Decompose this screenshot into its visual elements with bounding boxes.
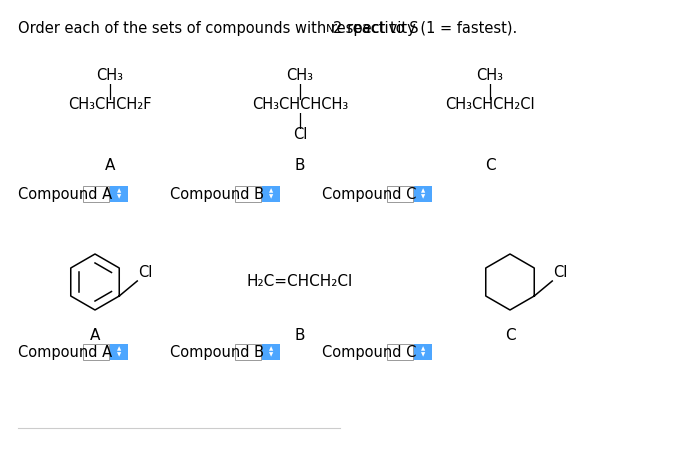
Text: B: B: [295, 158, 305, 173]
Text: ▼: ▼: [117, 352, 121, 357]
Text: |: |: [298, 84, 302, 100]
Text: C: C: [485, 158, 495, 173]
Text: Compound C: Compound C: [322, 186, 417, 201]
Text: Compound B: Compound B: [170, 344, 264, 359]
Text: Compound B: Compound B: [170, 186, 264, 201]
FancyBboxPatch shape: [387, 344, 413, 360]
FancyBboxPatch shape: [110, 344, 128, 360]
Text: H₂C=CHCH₂Cl: H₂C=CHCH₂Cl: [247, 274, 353, 289]
Text: Cl: Cl: [138, 265, 153, 280]
FancyBboxPatch shape: [83, 344, 109, 360]
Text: Compound A: Compound A: [18, 344, 112, 359]
FancyBboxPatch shape: [235, 344, 261, 360]
Text: 2 reactivity (1 = fastest).: 2 reactivity (1 = fastest).: [333, 21, 517, 35]
Text: ▼: ▼: [421, 352, 425, 357]
Text: ▲: ▲: [117, 189, 121, 193]
Text: CH₃CHCH₂Cl: CH₃CHCH₂Cl: [445, 97, 535, 112]
Text: ▼: ▼: [269, 352, 273, 357]
Text: CH₃CHCH₂F: CH₃CHCH₂F: [68, 97, 152, 112]
FancyBboxPatch shape: [387, 186, 413, 202]
Text: |: |: [107, 84, 112, 100]
Text: ▲: ▲: [117, 347, 121, 351]
Text: |: |: [298, 113, 302, 129]
Text: ▲: ▲: [421, 347, 425, 351]
Text: ▲: ▲: [421, 189, 425, 193]
Text: CH₃: CH₃: [477, 68, 503, 83]
FancyBboxPatch shape: [83, 186, 109, 202]
FancyBboxPatch shape: [414, 344, 432, 360]
Text: CH₃CHCHCH₃: CH₃CHCHCH₃: [252, 97, 348, 112]
Text: A: A: [90, 328, 100, 343]
Text: |: |: [488, 84, 492, 100]
Text: N: N: [326, 25, 334, 34]
FancyBboxPatch shape: [414, 186, 432, 202]
FancyBboxPatch shape: [262, 344, 280, 360]
Text: CH₃: CH₃: [287, 68, 313, 83]
Text: Compound C: Compound C: [322, 344, 417, 359]
Text: Cl: Cl: [293, 127, 307, 142]
Text: B: B: [295, 328, 305, 343]
Text: ▲: ▲: [269, 189, 273, 193]
Text: CH₃: CH₃: [96, 68, 124, 83]
Text: C: C: [505, 328, 515, 343]
Text: Cl: Cl: [553, 265, 568, 280]
FancyBboxPatch shape: [235, 186, 261, 202]
Text: ▲: ▲: [269, 347, 273, 351]
Text: ▼: ▼: [421, 194, 425, 199]
FancyBboxPatch shape: [262, 186, 280, 202]
Text: ▼: ▼: [269, 194, 273, 199]
Text: Compound A: Compound A: [18, 186, 112, 201]
Text: Order each of the sets of compounds with respect to S: Order each of the sets of compounds with…: [18, 21, 419, 35]
Text: A: A: [105, 158, 115, 173]
Text: ▼: ▼: [117, 194, 121, 199]
FancyBboxPatch shape: [110, 186, 128, 202]
